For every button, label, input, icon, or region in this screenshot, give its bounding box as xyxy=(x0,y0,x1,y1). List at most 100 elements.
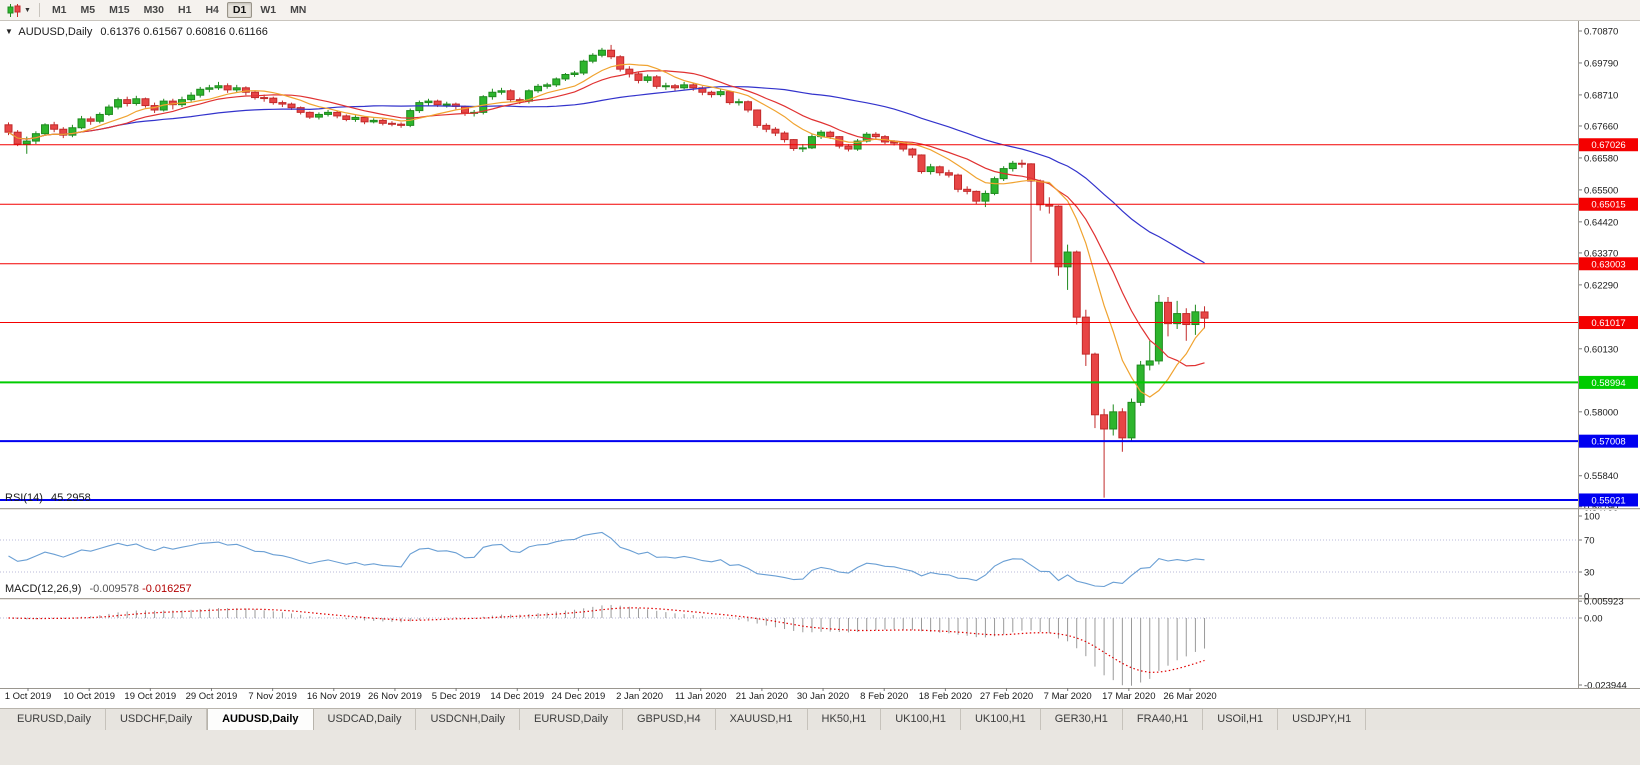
price-tick-label: 0.69790 xyxy=(1584,58,1618,69)
candle-body xyxy=(954,174,963,190)
candle-body xyxy=(232,87,241,91)
candle-body xyxy=(607,49,616,58)
candle-body xyxy=(1145,360,1154,366)
date-label: 30 Jan 2020 xyxy=(797,691,849,702)
candle-body xyxy=(1182,313,1191,326)
candle-body xyxy=(205,87,214,90)
candle-body xyxy=(1154,301,1163,362)
candle-body xyxy=(543,84,552,87)
macd-main-value: -0.009578 xyxy=(89,583,140,595)
candle-body xyxy=(798,147,807,150)
timeframe-button-h4[interactable]: H4 xyxy=(205,3,219,16)
chart-tab-uk100-h1-9[interactable]: UK100,H1 xyxy=(881,709,961,730)
candle-body xyxy=(1127,401,1136,439)
candle-body xyxy=(534,85,543,92)
candle-body xyxy=(1036,180,1045,206)
candle-body xyxy=(689,84,698,89)
candle-body xyxy=(899,142,908,150)
candle-body xyxy=(670,85,679,89)
candle-body xyxy=(196,88,205,96)
candle-body xyxy=(1100,414,1109,430)
timeframe-button-m15[interactable]: M15 xyxy=(109,3,130,16)
level-price-tag xyxy=(1579,375,1638,389)
symbol-period-label: AUDUSD,Daily xyxy=(18,26,93,38)
candle-body xyxy=(114,99,123,108)
ohlc-high: 0.61567 xyxy=(143,26,183,38)
chart-tab-audusd-daily-2[interactable]: AUDUSD,Daily xyxy=(207,709,314,730)
chart-tab-usdcad-daily-3[interactable]: USDCAD,Daily xyxy=(314,709,417,730)
chart-tab-uk100-h1-10[interactable]: UK100,H1 xyxy=(961,709,1041,730)
candle-body xyxy=(1045,204,1054,207)
candlestick-chart-icon xyxy=(7,3,21,17)
candle-body xyxy=(241,87,250,93)
chart-tab-ger30-h1-11[interactable]: GER30,H1 xyxy=(1041,709,1123,730)
candle-body xyxy=(506,90,515,101)
chart-type-menu-button[interactable]: ▼ xyxy=(4,3,34,18)
chart-tab-eurusd-daily-0[interactable]: EURUSD,Daily xyxy=(3,709,106,730)
date-label: 26 Nov 2019 xyxy=(368,691,422,702)
date-label: 7 Nov 2019 xyxy=(248,691,297,702)
rsi-tick-label: 30 xyxy=(1584,568,1595,579)
level-price-tag-label: 0.55021 xyxy=(1591,495,1625,506)
ma-line-34 xyxy=(8,86,1205,264)
timeframe-button-mn[interactable]: MN xyxy=(290,3,307,16)
timeframe-button-h1[interactable]: H1 xyxy=(178,3,192,16)
candle-body xyxy=(963,188,972,192)
candle-body xyxy=(86,118,95,122)
candle-body xyxy=(753,109,762,126)
ma-line-13 xyxy=(8,70,1205,367)
price-chart-canvas[interactable]: 0.70870 0.69790 0.68710 0.67660 0.66580 0.655… xyxy=(0,21,1640,708)
candle-body xyxy=(707,91,716,96)
candle-body xyxy=(287,103,296,109)
candle-body xyxy=(251,91,260,99)
candle-body xyxy=(369,119,378,123)
candle-body xyxy=(187,94,196,101)
candle-body xyxy=(1008,162,1017,170)
timeframe-button-w1[interactable]: W1 xyxy=(260,3,277,16)
candle-body xyxy=(734,101,743,104)
price-tick-label: 0.55840 xyxy=(1584,471,1618,482)
chart-tab-usdcnh-daily-4[interactable]: USDCNH,Daily xyxy=(416,709,521,730)
candle-body xyxy=(680,84,689,89)
candle-body xyxy=(871,133,880,138)
candle-body xyxy=(433,100,442,106)
chart-tab-fra40-h1-12[interactable]: FRA40,H1 xyxy=(1123,709,1204,730)
timeframe-button-m5[interactable]: M5 xyxy=(80,3,96,16)
collapse-triangle-icon[interactable]: ▼ xyxy=(5,27,13,36)
candle-body xyxy=(570,72,579,75)
timeframe-button-m30[interactable]: M30 xyxy=(143,3,164,16)
price-tick-label: 0.60130 xyxy=(1584,344,1618,355)
candle-body xyxy=(1063,251,1072,268)
date-label: 7 Mar 2020 xyxy=(1044,691,1092,702)
price-tick-label: 0.66580 xyxy=(1584,153,1618,164)
chart-tab-usdjpy-h1-14[interactable]: USDJPY,H1 xyxy=(1278,709,1367,730)
candle-body xyxy=(132,98,141,104)
candle-body xyxy=(1054,205,1063,268)
candle-body xyxy=(1200,311,1209,319)
chart-tab-xauusd-h1-7[interactable]: XAUUSD,H1 xyxy=(716,709,808,730)
date-label: 19 Oct 2019 xyxy=(124,691,176,702)
candle-body xyxy=(123,99,132,104)
date-label: 8 Feb 2020 xyxy=(860,691,908,702)
chart-tab-eurusd-daily-5[interactable]: EURUSD,Daily xyxy=(520,709,623,730)
chart-tab-usdchf-daily-1[interactable]: USDCHF,Daily xyxy=(106,709,208,730)
candle-body xyxy=(333,111,342,117)
chart-tab-hk50-h1-8[interactable]: HK50,H1 xyxy=(808,709,882,730)
timeframe-button-m1[interactable]: M1 xyxy=(51,3,67,16)
candle-body xyxy=(68,127,77,136)
chart-tab-usoil-h1-13[interactable]: USOil,H1 xyxy=(1203,709,1279,730)
candle-body xyxy=(844,145,853,150)
candle-body xyxy=(1164,301,1173,325)
rsi-tick-label: 70 xyxy=(1584,536,1595,547)
candle-body xyxy=(1191,311,1200,326)
candle-body xyxy=(415,102,424,112)
candle-body xyxy=(1090,353,1099,416)
macd-signal-value: -0.016257 xyxy=(142,583,192,595)
candle-body xyxy=(762,124,771,130)
toolbar-separator xyxy=(38,3,40,17)
candle-body xyxy=(634,73,643,81)
timeframe-button-d1[interactable]: D1 xyxy=(226,1,253,19)
macd-tick-label: -0.023944 xyxy=(1584,681,1627,692)
toolbar: ▼ M1 M5 M15 M30 H1 H4 D1 W1 MN xyxy=(0,0,1640,21)
chart-tab-gbpusd-h4-6[interactable]: GBPUSD,H4 xyxy=(623,709,716,730)
